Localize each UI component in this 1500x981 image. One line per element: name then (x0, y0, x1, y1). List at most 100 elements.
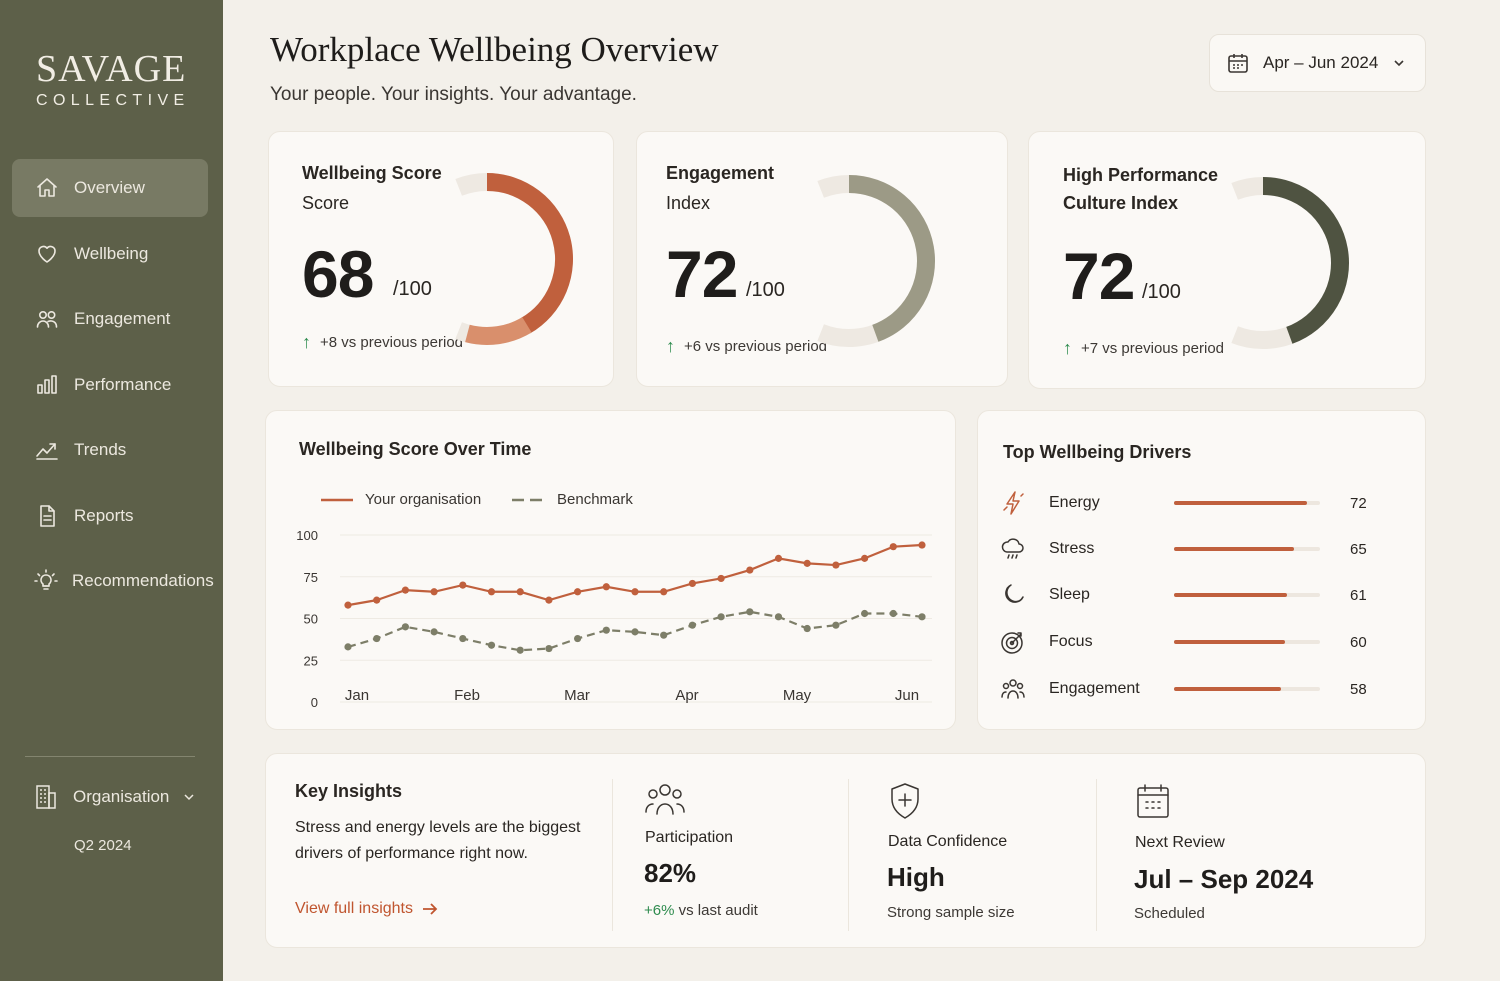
driver-value: 65 (1350, 540, 1367, 558)
divider (612, 779, 613, 931)
kpi-delta-text: +8 vs previous period (320, 334, 463, 351)
sidebar-item-overview[interactable]: Overview (12, 159, 208, 217)
participation-delta: +6% (644, 902, 675, 919)
date-range-picker[interactable]: Apr – Jun 2024 (1209, 34, 1426, 92)
insights-title: Key Insights (295, 781, 403, 801)
data-point (861, 609, 869, 618)
sidebar-nav: Overview Wellbeing Engagement Performanc… (12, 159, 214, 618)
x-tick-label: Jun (895, 687, 919, 704)
driver-row-sleep[interactable]: Sleep 61 (998, 580, 1398, 610)
sidebar-item-label: Overview (74, 178, 145, 197)
kpi-card-culture[interactable]: High Performance Culture Index 72 /100 ↑… (1028, 131, 1426, 389)
y-tick-label: 50 (304, 612, 318, 627)
lightning-icon (998, 488, 1028, 518)
data-point (918, 613, 926, 621)
data-point (430, 628, 438, 636)
sidebar: SAVAGE COLLECTIVE Overview Wellbeing Eng… (0, 0, 223, 981)
x-tick-label: Feb (454, 687, 480, 704)
legend-benchmark-label: Benchmark (557, 491, 633, 508)
driver-bar-track (1174, 501, 1320, 505)
driver-value: 61 (1350, 586, 1367, 604)
participation-value: 82% (644, 858, 697, 888)
sidebar-item-performance[interactable]: Performance (12, 356, 208, 414)
participation-label: Participation (645, 829, 734, 846)
brand-logo[interactable]: SAVAGE COLLECTIVE (36, 48, 190, 110)
kpi-title: Wellbeing Score (302, 163, 442, 183)
driver-row-engagement[interactable]: Engagement 58 (998, 674, 1398, 704)
kpi-delta-text: +6 vs previous period (684, 338, 827, 355)
sidebar-item-reports[interactable]: Reports (12, 487, 208, 545)
heart-icon (34, 241, 60, 267)
sidebar-item-label: Trends (74, 440, 127, 459)
x-tick-label: Apr (675, 687, 698, 704)
data-point (832, 621, 840, 629)
series-line (347, 543, 923, 607)
moon-icon (998, 580, 1028, 610)
page-subtitle: Your people. Your insights. Your advanta… (270, 84, 637, 105)
home-icon (34, 175, 60, 201)
kpi-denominator: /100 (1142, 281, 1181, 303)
driver-bar-track (1174, 593, 1320, 597)
data-point (688, 579, 696, 588)
organisation-selector[interactable]: Organisation (34, 784, 204, 810)
legend-organisation-label: Your organisation (365, 491, 482, 508)
storm-cloud-icon (998, 534, 1028, 564)
data-point (717, 574, 725, 583)
data-point (774, 554, 783, 562)
data-point (889, 609, 897, 618)
driver-bar-track (1174, 640, 1320, 644)
sidebar-item-engagement[interactable]: Engagement (12, 290, 208, 348)
driver-row-energy[interactable]: Energy 72 (998, 488, 1398, 518)
driver-bar-fill (1174, 687, 1282, 691)
sidebar-item-label: Recommendations (72, 571, 214, 590)
divider (1096, 779, 1097, 931)
kpi-value: 72 (1063, 239, 1135, 313)
driver-label: Sleep (1049, 586, 1090, 603)
data-point (774, 613, 783, 621)
driver-value: 60 (1350, 633, 1367, 651)
review-label: Next Review (1135, 834, 1225, 851)
confidence-value: High (887, 862, 945, 892)
data-point (487, 588, 496, 596)
drivers-card: Top Wellbeing Drivers Energy 72 Stress 6… (977, 410, 1426, 730)
data-point (832, 561, 840, 569)
trend-chart-card: Wellbeing Score Over Time Your organisat… (265, 410, 956, 730)
driver-bar-track (1174, 547, 1320, 551)
data-point (516, 646, 524, 654)
data-point (631, 588, 639, 596)
kpi-value: 68 (302, 237, 374, 311)
data-point (918, 541, 926, 549)
x-tick-label: Jan (345, 687, 369, 704)
kpi-card-engagement[interactable]: Engagement Index 72 /100 ↑ +6 vs previous… (636, 131, 1008, 387)
sidebar-item-wellbeing[interactable]: Wellbeing (12, 225, 208, 283)
driver-label: Energy (1049, 494, 1100, 511)
sidebar-item-trends[interactable]: Trends (12, 421, 208, 479)
sidebar-item-recommendations[interactable]: Recommendations (12, 552, 214, 610)
view-insights-link[interactable]: View full insights (295, 900, 439, 918)
gauge-fill-tail (465, 316, 532, 345)
driver-row-focus[interactable]: Focus 60 (998, 627, 1398, 657)
y-tick-label: 100 (296, 528, 318, 543)
kpi-subtitle: Culture Index (1063, 193, 1179, 213)
target-icon (998, 627, 1028, 657)
brand-sub: COLLECTIVE (36, 92, 190, 109)
driver-label: Focus (1049, 633, 1093, 650)
lightbulb-icon (34, 568, 58, 594)
participation-note: +6% vs last audit (644, 902, 758, 919)
kpi-card-wellbeing[interactable]: Wellbeing Score Score 68 /100 ↑ +8 vs pre… (268, 131, 614, 387)
kpi-gauge (455, 173, 573, 345)
data-point (574, 588, 582, 596)
driver-row-stress[interactable]: Stress 65 (998, 534, 1398, 564)
review-note: Scheduled (1134, 905, 1205, 922)
driver-value: 72 (1350, 494, 1367, 512)
data-point (602, 626, 610, 634)
kpi-delta: ↑ +6 vs previous period (666, 336, 827, 357)
kpi-denominator: /100 (393, 278, 432, 300)
kpi-title: Engagement (666, 163, 775, 183)
driver-bar-fill (1174, 593, 1287, 597)
sidebar-item-label: Engagement (74, 309, 171, 328)
data-point (660, 631, 668, 639)
arrow-up-icon: ↑ (666, 336, 675, 356)
sidebar-item-label: Wellbeing (74, 243, 149, 263)
driver-label: Engagement (1049, 680, 1140, 697)
